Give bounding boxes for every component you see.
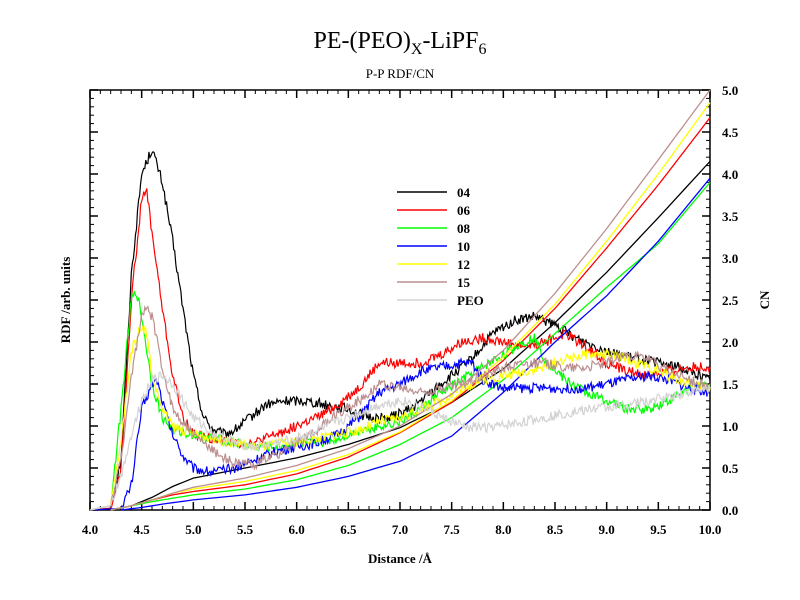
x-tick-label: 10.0: [699, 522, 722, 537]
chart-title-subscript-x: X: [411, 41, 423, 58]
series-cn-12: [110, 102, 711, 511]
x-tick-label: 7.0: [392, 522, 408, 537]
legend-label-12: 12: [457, 257, 470, 272]
x-tick-label: 9.0: [599, 522, 615, 537]
series-cn-15: [110, 89, 711, 511]
x-tick-label: 8.0: [495, 522, 511, 537]
y-right-tick-label: 5.0: [722, 83, 738, 98]
x-tick-label: 6.5: [340, 522, 357, 537]
legend-label-PEO: PEO: [457, 293, 484, 308]
y-axis-right-label: CN: [757, 290, 772, 309]
y-right-tick-label: 4.5: [722, 125, 739, 140]
y-right-tick-label: 1.5: [722, 377, 739, 392]
x-tick-label: 6.0: [289, 522, 305, 537]
chart-title: PE-(PEO)X-LiPF6: [314, 28, 487, 58]
y-right-tick-label: 3.5: [722, 209, 739, 224]
chart-title-mid: -LiPF: [422, 28, 478, 54]
series-layer: [89, 89, 711, 511]
series-cn-08: [110, 181, 711, 511]
series-cn-10: [120, 177, 711, 511]
series-rdf-12: [89, 325, 711, 511]
y-right-tick-label: 2.5: [722, 293, 739, 308]
y-right-tick-label: 2.0: [722, 335, 738, 350]
y-right-tick-label: 4.0: [722, 167, 738, 182]
y-axis-left-label: RDF /arb. units: [58, 257, 73, 344]
x-tick-label: 4.0: [82, 522, 98, 537]
series-cn-06: [110, 117, 711, 511]
legend-label-10: 10: [457, 239, 470, 254]
series-rdf-15: [89, 305, 711, 511]
series-rdf-PEO: [89, 371, 711, 511]
x-tick-label: 5.5: [237, 522, 254, 537]
y-right-tick-label: 0.5: [722, 461, 739, 476]
x-tick-label: 5.0: [185, 522, 201, 537]
chart-title-base: PE-(PEO): [314, 28, 411, 54]
y-right-tick-label: 1.0: [722, 419, 738, 434]
x-tick-label: 9.5: [650, 522, 667, 537]
legend: 04 06 08 10 12 15 PEO: [397, 185, 484, 308]
x-tick-label: 7.5: [444, 522, 461, 537]
series-rdf-04: [89, 151, 711, 511]
chart-title-subscript-6: 6: [478, 41, 486, 58]
y-right-tick-labels: 0.0 0.5 1.0 1.5 2.0 2.5 3.0 3.5 4.0 4.5 5.0: [722, 83, 739, 518]
axis-ticks: [89, 89, 711, 511]
y-right-tick-label: 3.0: [722, 251, 738, 266]
x-tick-label: 8.5: [547, 522, 564, 537]
legend-label-15: 15: [457, 275, 471, 290]
series-cn-04: [110, 160, 711, 511]
x-tick-labels: 4.0 4.5 5.0 5.5 6.0 6.5 7.0 7.5 8.0 8.5 9.0 9.5 10.0: [82, 522, 722, 537]
chart-subtitle: P-P RDF/CN: [366, 66, 435, 81]
legend-label-04: 04: [457, 185, 471, 200]
legend-label-06: 06: [457, 203, 471, 218]
x-tick-label: 4.5: [134, 522, 151, 537]
x-axis-label: Distance /Å: [368, 551, 433, 566]
y-right-tick-label: 0.0: [722, 503, 738, 518]
legend-label-08: 08: [457, 221, 471, 236]
